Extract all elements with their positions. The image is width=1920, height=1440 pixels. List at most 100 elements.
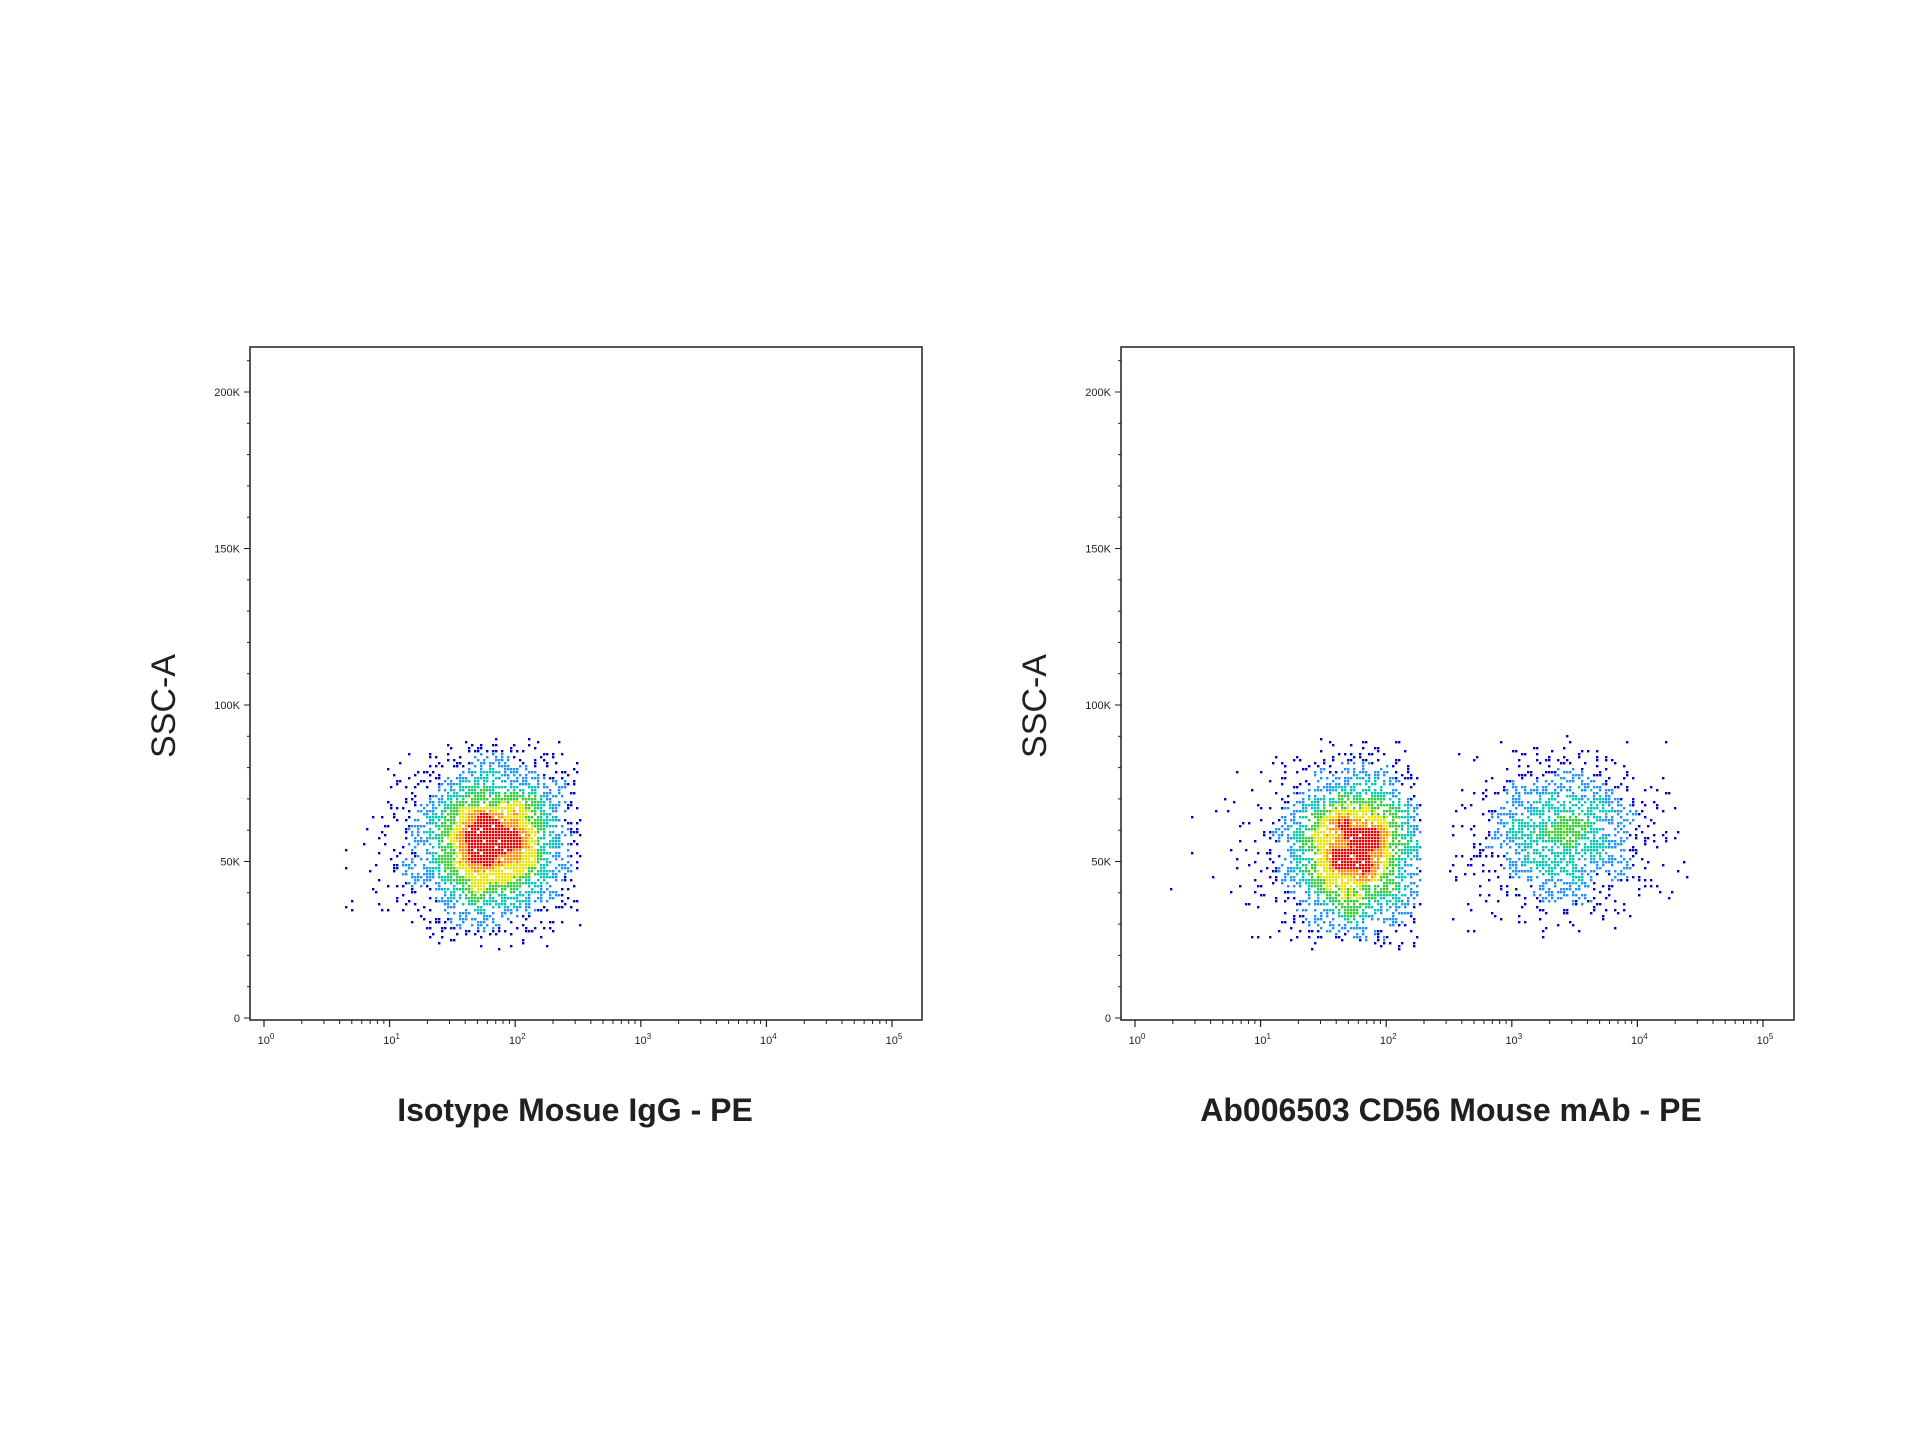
event-dot (1392, 777, 1395, 780)
event-dot (1392, 849, 1395, 852)
event-dot (1566, 825, 1569, 828)
event-dot (1362, 816, 1365, 819)
event-dot (1323, 813, 1326, 816)
event-dot (411, 888, 414, 891)
event-dot (1287, 870, 1290, 873)
event-dot (1320, 837, 1323, 840)
event-dot (1332, 927, 1335, 930)
event-dot (1281, 834, 1284, 837)
event-dot (468, 849, 471, 852)
event-dot (1593, 828, 1596, 831)
event-dot (1491, 810, 1494, 813)
event-dot (468, 858, 471, 861)
event-dot (1530, 807, 1533, 810)
event-dot (501, 753, 504, 756)
event-dot (1524, 789, 1527, 792)
event-dot (1494, 915, 1497, 918)
event-dot (1341, 837, 1344, 840)
event-dot (1392, 888, 1395, 891)
event-dot (1338, 894, 1341, 897)
event-dot (429, 867, 432, 870)
event-dot (549, 792, 552, 795)
event-dot (1569, 816, 1572, 819)
event-dot (525, 819, 528, 822)
event-dot (1530, 810, 1533, 813)
event-dot (441, 798, 444, 801)
event-dot (471, 819, 474, 822)
event-dot (387, 885, 390, 888)
event-dot (1602, 807, 1605, 810)
event-dot (516, 777, 519, 780)
event-dot (1527, 765, 1530, 768)
event-dot (396, 855, 399, 858)
event-dot (495, 870, 498, 873)
event-dot (1368, 798, 1371, 801)
event-dot (561, 831, 564, 834)
event-dot (534, 858, 537, 861)
event-dot (1371, 810, 1374, 813)
event-dot (393, 774, 396, 777)
event-dot (1350, 888, 1353, 891)
event-dot (1401, 894, 1404, 897)
event-dot (456, 879, 459, 882)
event-dot (528, 822, 531, 825)
event-dot (1350, 900, 1353, 903)
event-dot (1407, 843, 1410, 846)
event-dot (1299, 882, 1302, 885)
event-dot (1359, 756, 1362, 759)
event-dot (534, 855, 537, 858)
event-dot (1599, 891, 1602, 894)
event-dot (1359, 798, 1362, 801)
event-dot (1620, 840, 1623, 843)
event-dot (528, 912, 531, 915)
event-dot (432, 852, 435, 855)
event-dot (1302, 909, 1305, 912)
y-axis-label: SSC-A (1016, 654, 1054, 758)
event-dot (1359, 888, 1362, 891)
event-dot (426, 885, 429, 888)
event-dot (438, 870, 441, 873)
event-dot (489, 867, 492, 870)
event-dot (1407, 807, 1410, 810)
event-dot (1542, 936, 1545, 939)
event-dot (1329, 885, 1332, 888)
event-dot (1536, 861, 1539, 864)
event-dot (513, 849, 516, 852)
event-dot (1347, 810, 1350, 813)
event-dot (489, 840, 492, 843)
event-dot (534, 864, 537, 867)
event-dot (501, 810, 504, 813)
event-dot (426, 858, 429, 861)
event-dot (438, 864, 441, 867)
event-dot (1551, 750, 1554, 753)
event-dot (525, 828, 528, 831)
event-dot (522, 825, 525, 828)
event-dot (1407, 903, 1410, 906)
event-dot (462, 828, 465, 831)
event-dot (513, 804, 516, 807)
event-dot (1374, 942, 1377, 945)
event-dot (1362, 807, 1365, 810)
event-dot (1608, 810, 1611, 813)
event-dot (1299, 870, 1302, 873)
event-dot (387, 825, 390, 828)
event-dot (1362, 882, 1365, 885)
event-dot (468, 885, 471, 888)
event-dot (1368, 831, 1371, 834)
event-dot (1317, 876, 1320, 879)
event-dot (1389, 813, 1392, 816)
event-dot (525, 780, 528, 783)
event-dot (552, 843, 555, 846)
event-dot (1323, 768, 1326, 771)
event-dot (522, 876, 525, 879)
event-dot (465, 930, 468, 933)
event-dot (534, 747, 537, 750)
event-dot (1623, 765, 1626, 768)
event-dot (1416, 885, 1419, 888)
event-dot (1347, 870, 1350, 873)
event-dot (1650, 819, 1653, 822)
event-dot (1299, 849, 1302, 852)
event-dot (462, 864, 465, 867)
event-dot (570, 870, 573, 873)
event-dot (528, 846, 531, 849)
